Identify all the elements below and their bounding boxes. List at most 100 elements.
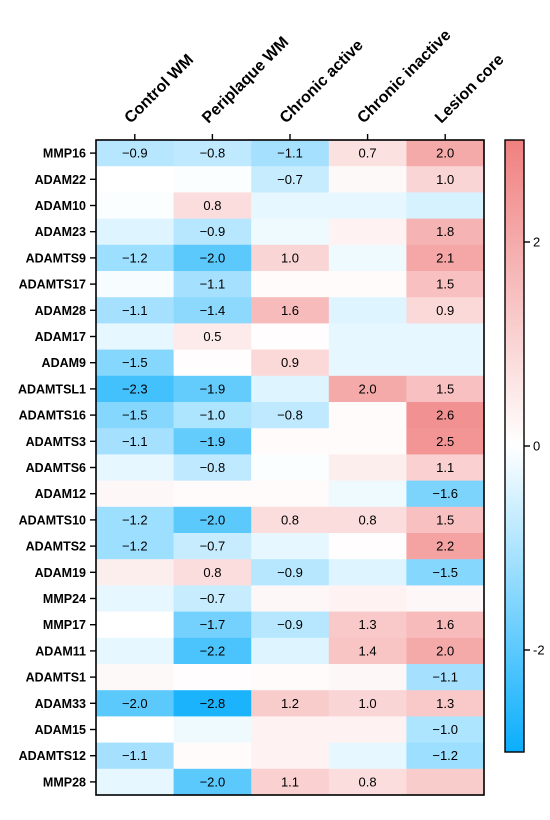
heatmap-cell (406, 742, 485, 770)
cell-value-label: 0.9 (281, 355, 299, 370)
heatmap-cell (173, 742, 252, 770)
heatmap-cell (251, 428, 330, 455)
cell-value-label: −0.9 (122, 146, 148, 161)
row-label: ADAM23 (35, 225, 86, 239)
heatmap-cell (251, 218, 330, 246)
heatmap-cell (251, 664, 330, 691)
cell-value-label: −2.0 (122, 696, 148, 711)
cell-value-label: −1.4 (200, 303, 226, 318)
row-label: ADAMTS16 (19, 409, 86, 423)
cell-value-label: 1.8 (436, 224, 454, 239)
heatmap-cell (173, 480, 252, 508)
cell-value-label: 1.5 (436, 381, 454, 396)
heatmap-cell (406, 559, 485, 586)
heatmap-cell (96, 559, 175, 586)
row-label: MMP17 (43, 618, 86, 632)
heatmap-cell (173, 690, 252, 717)
cell-value-label: −0.9 (277, 617, 303, 632)
heatmap-cell (96, 716, 175, 744)
cell-value-label: −0.8 (200, 460, 226, 475)
cell-value-label: −2.0 (200, 774, 226, 789)
heatmap-cell (251, 192, 330, 220)
cell-value-label: −2.0 (200, 250, 226, 265)
heatmap-cell (251, 402, 330, 429)
heatmap-cell (328, 533, 407, 560)
heatmap-cell (328, 271, 407, 298)
cell-value-label: 0.9 (436, 303, 454, 318)
heatmap-cell (251, 506, 330, 534)
heatmap-cell (406, 271, 485, 298)
heatmap-cell (96, 480, 175, 508)
heatmap-cell (251, 297, 330, 324)
heatmap-cell (96, 297, 175, 324)
heatmap-cell (251, 742, 330, 770)
cell-value-label: 1.6 (436, 617, 454, 632)
heatmap-cell (251, 637, 330, 665)
cell-value-label: 2.0 (436, 146, 454, 161)
cell-value-label: −2.0 (200, 512, 226, 527)
heatmap-cell (96, 323, 175, 351)
cell-value-label: −1.9 (200, 381, 226, 396)
heatmap-cell (251, 559, 330, 586)
heatmap-cells (96, 140, 485, 796)
heatmap-cell (328, 192, 407, 220)
heatmap-cell (328, 506, 407, 534)
heatmap-cell (251, 375, 330, 403)
heatmap-cell (96, 402, 175, 429)
cell-value-label: 2.0 (436, 643, 454, 658)
row-label: ADAMTS9 (26, 251, 86, 265)
row-label: ADAM10 (35, 199, 86, 213)
cell-value-label: 1.5 (436, 277, 454, 292)
heatmap-cell (96, 454, 175, 482)
heatmap-cell (406, 533, 485, 560)
heatmap-cell (406, 140, 485, 167)
cell-value-label: 1.0 (281, 250, 299, 265)
heatmap-cell (328, 402, 407, 429)
heatmap-cell (406, 611, 485, 639)
heatmap-cell (96, 664, 175, 691)
cell-value-label: −2.3 (122, 381, 148, 396)
heatmap-cell (406, 244, 485, 272)
heatmap-cell (328, 218, 407, 246)
cell-value-label: 1.4 (359, 643, 377, 658)
cell-value-label: 0.8 (203, 565, 221, 580)
cell-value-label: 0.7 (359, 146, 377, 161)
cell-value-label: 1.5 (436, 512, 454, 527)
heatmap-cell (173, 664, 252, 691)
heatmap-cell (173, 297, 252, 324)
heatmap-cell (173, 611, 252, 639)
cell-value-label: 1.1 (281, 774, 299, 789)
heatmap-cell (328, 768, 407, 796)
row-label: ADAM22 (35, 173, 86, 187)
heatmap-cell (328, 428, 407, 455)
cell-value-label: 1.0 (436, 172, 454, 187)
heatmap-cell (251, 690, 330, 717)
heatmap-cell (173, 349, 252, 377)
row-label: ADAM12 (35, 487, 86, 501)
row-label: ADAMTS17 (19, 278, 86, 292)
heatmap-cell (96, 637, 175, 665)
heatmap-cell (406, 454, 485, 482)
heatmap-cell (328, 637, 407, 665)
cell-value-label: 0.5 (203, 329, 221, 344)
row-label: ADAM28 (35, 304, 86, 318)
column-label: Control WM (122, 51, 197, 126)
heatmap-cell (406, 637, 485, 665)
cell-value-label: −1.1 (122, 303, 148, 318)
heatmap-cell (173, 192, 252, 220)
heatmap-cell (406, 349, 485, 377)
row-label: ADAMTS6 (26, 461, 86, 475)
cell-value-label: −2.8 (200, 696, 226, 711)
heatmap-cell (96, 533, 175, 560)
heatmap-cell (173, 166, 252, 193)
cell-value-label: −1.5 (122, 408, 148, 423)
cell-value-label: 1.6 (281, 303, 299, 318)
heatmap-cell (406, 690, 485, 717)
cell-value-label: 2.5 (436, 434, 454, 449)
heatmap-cell (96, 768, 175, 796)
heatmap-cell (328, 690, 407, 717)
heatmap-cell (328, 664, 407, 691)
heatmap-cell (328, 611, 407, 639)
heatmap-cell (173, 402, 252, 429)
